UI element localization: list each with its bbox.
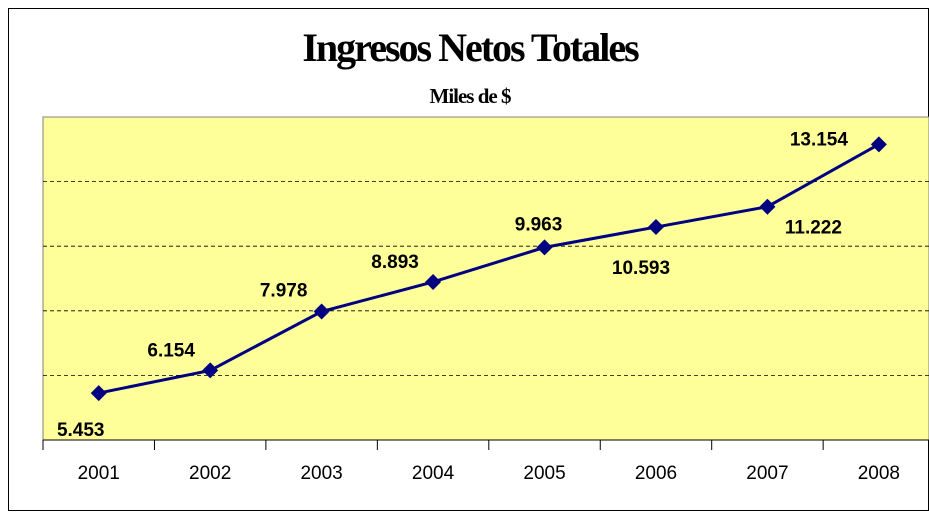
value-label: 8.893	[371, 252, 419, 273]
chart-subtitle: Miles de $	[430, 84, 511, 108]
marker	[313, 303, 330, 320]
chart-title: Ingresos Netos Totales	[302, 25, 639, 70]
marker	[90, 385, 107, 402]
marker	[647, 219, 664, 236]
line	[98, 143, 880, 395]
marker	[759, 198, 776, 215]
x-tick-label: 2008	[858, 463, 900, 484]
x-tick-label: 2005	[523, 463, 565, 484]
x-tick-label: 2007	[746, 463, 788, 484]
value-label: 7.978	[260, 281, 308, 302]
x-tick-label: 2006	[635, 463, 677, 484]
x-tick-label: 2003	[300, 463, 342, 484]
marker	[536, 239, 553, 256]
value-label: 6.154	[147, 340, 195, 361]
marker	[202, 362, 219, 379]
marker	[425, 273, 442, 290]
x-tick-label: 2004	[412, 463, 455, 484]
value-label: 13.154	[790, 129, 849, 150]
value-label: 11.222	[785, 218, 842, 239]
value-label: 5.453	[57, 420, 105, 441]
value-label: 10.593	[612, 258, 670, 279]
value-label: 9.963	[515, 214, 563, 235]
x-tick-label: 2002	[189, 463, 231, 484]
marker	[870, 136, 887, 153]
plot-area	[42, 116, 929, 441]
x-tick-label: 2001	[78, 463, 120, 484]
